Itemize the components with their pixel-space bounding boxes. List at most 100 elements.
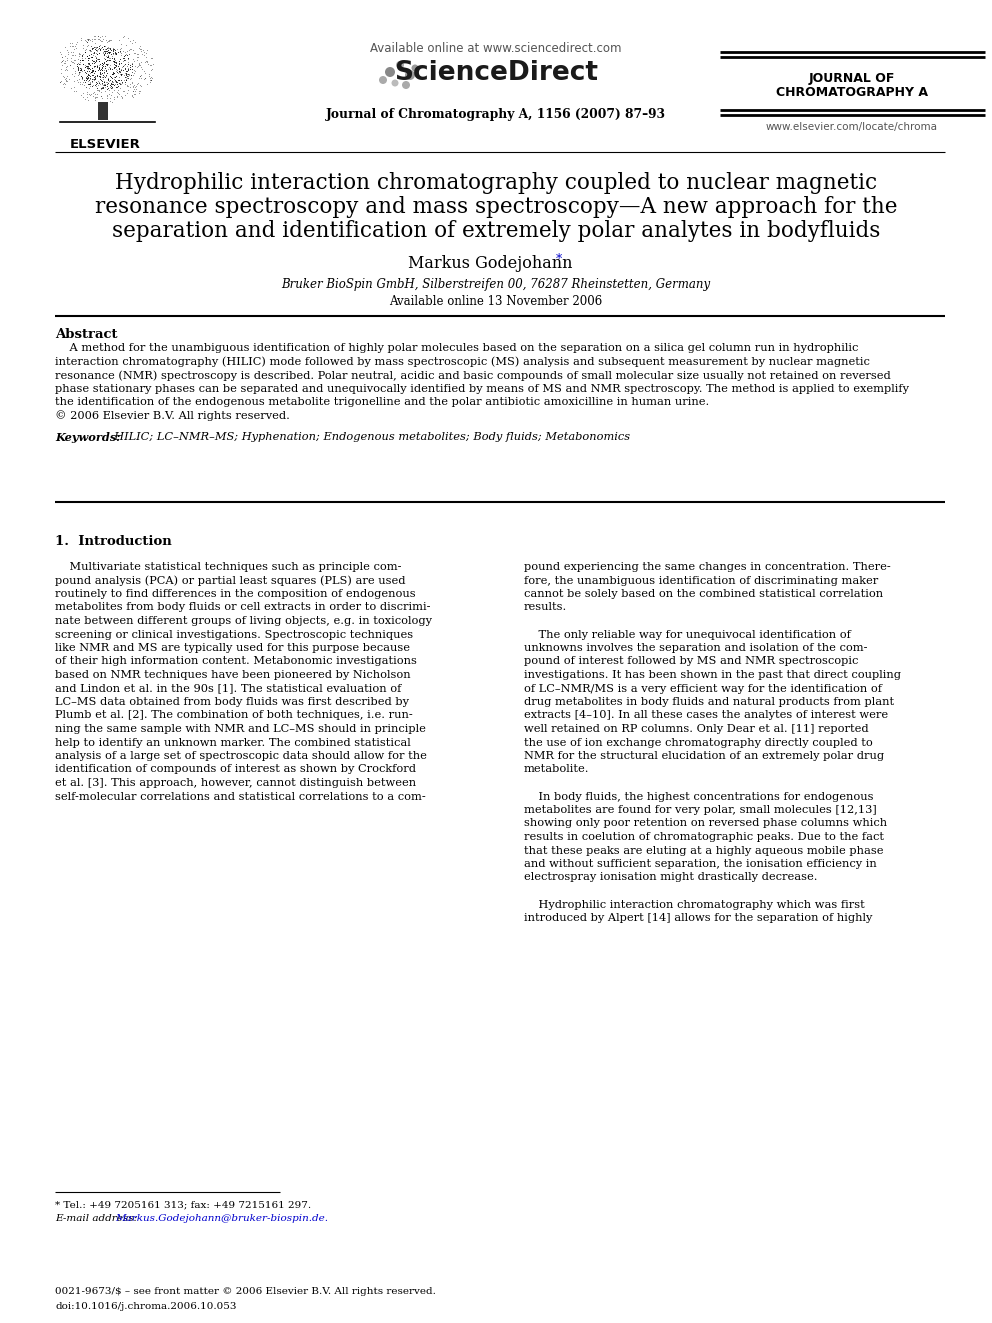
Point <box>89 40 105 61</box>
Point <box>91 71 107 93</box>
Point <box>66 61 82 82</box>
Point <box>91 26 107 48</box>
Point <box>127 32 143 53</box>
Point <box>97 81 113 102</box>
Point <box>101 57 117 78</box>
Text: ELSEVIER: ELSEVIER <box>69 138 141 151</box>
Point <box>78 30 94 52</box>
Text: et al. [3]. This approach, however, cannot distinguish between: et al. [3]. This approach, however, cann… <box>55 778 416 789</box>
Point <box>126 74 142 95</box>
Point <box>131 82 147 103</box>
Circle shape <box>392 79 399 86</box>
Text: Markus.Godejohann@bruker-biospin.de.: Markus.Godejohann@bruker-biospin.de. <box>115 1215 328 1222</box>
Point <box>91 42 107 64</box>
Point <box>73 57 89 78</box>
Point <box>99 53 115 74</box>
Point <box>96 62 112 83</box>
Point <box>78 67 94 89</box>
Point <box>98 29 114 50</box>
Point <box>79 32 95 53</box>
Point <box>115 41 131 62</box>
Text: Markus Godejohann: Markus Godejohann <box>408 255 572 273</box>
Point <box>103 71 119 93</box>
Point <box>107 66 123 87</box>
Text: drug metabolites in body fluids and natural products from plant: drug metabolites in body fluids and natu… <box>524 697 894 706</box>
Point <box>117 62 133 83</box>
Point <box>85 36 101 57</box>
Point <box>137 52 153 73</box>
Text: based on NMR techniques have been pioneered by Nicholson: based on NMR techniques have been pionee… <box>55 669 411 680</box>
Text: www.elsevier.com/locate/chroma: www.elsevier.com/locate/chroma <box>766 122 938 132</box>
Point <box>137 45 153 66</box>
Point <box>113 42 129 64</box>
Point <box>96 73 112 94</box>
Point <box>58 70 73 91</box>
Point <box>139 40 155 61</box>
Text: resonance (NMR) spectroscopy is described. Polar neutral, acidic and basic compo: resonance (NMR) spectroscopy is describe… <box>55 370 891 381</box>
Point <box>133 66 149 87</box>
Point <box>63 36 79 57</box>
Point <box>73 67 89 89</box>
Point <box>122 69 138 90</box>
Point <box>109 86 125 107</box>
Point <box>114 87 130 108</box>
Point <box>65 36 81 57</box>
Point <box>79 56 95 77</box>
Point <box>54 46 69 67</box>
Point <box>99 45 115 66</box>
Point <box>72 52 88 73</box>
Point <box>143 71 159 93</box>
Point <box>82 36 98 57</box>
Point <box>80 29 96 50</box>
Point <box>86 25 102 46</box>
Point <box>59 60 74 81</box>
Point <box>126 81 142 102</box>
Point <box>73 74 89 95</box>
Text: resonance spectroscopy and mass spectroscopy—A new approach for the: resonance spectroscopy and mass spectros… <box>95 196 897 218</box>
Point <box>111 66 127 87</box>
Point <box>63 50 79 71</box>
Point <box>62 48 78 69</box>
Point <box>64 42 80 64</box>
Point <box>94 25 110 46</box>
Point <box>86 28 102 49</box>
Point <box>88 86 104 107</box>
Text: screening or clinical investigations. Spectroscopic techniques: screening or clinical investigations. Sp… <box>55 630 413 639</box>
Point <box>73 60 89 81</box>
Point <box>125 86 141 107</box>
Text: that these peaks are eluting at a highly aqueous mobile phase: that these peaks are eluting at a highly… <box>524 845 884 856</box>
Point <box>104 91 120 112</box>
Point <box>119 64 135 85</box>
Point <box>59 65 74 86</box>
Point <box>90 79 106 101</box>
Point <box>134 58 150 79</box>
Point <box>73 61 89 82</box>
Point <box>101 79 117 101</box>
Point <box>144 58 160 79</box>
Point <box>94 74 110 95</box>
Point <box>124 53 140 74</box>
Point <box>75 82 91 103</box>
Point <box>76 54 92 75</box>
Text: pound analysis (PCA) or partial least squares (PLS) are used: pound analysis (PCA) or partial least sq… <box>55 576 406 586</box>
Point <box>134 57 150 78</box>
Point <box>84 42 100 64</box>
Text: JOURNAL OF: JOURNAL OF <box>808 71 895 85</box>
Point <box>58 36 73 57</box>
Text: pound experiencing the same changes in concentration. There-: pound experiencing the same changes in c… <box>524 562 891 572</box>
Point <box>62 42 78 64</box>
Point <box>54 62 69 83</box>
Point <box>119 75 135 97</box>
Point <box>89 79 105 101</box>
Point <box>136 41 152 62</box>
Point <box>89 40 105 61</box>
Point <box>133 65 149 86</box>
Point <box>113 73 129 94</box>
Point <box>143 70 159 91</box>
Point <box>111 58 127 79</box>
Point <box>60 70 75 91</box>
Point <box>125 64 141 85</box>
Circle shape <box>405 70 415 79</box>
Point <box>106 66 122 87</box>
Point <box>122 73 138 94</box>
